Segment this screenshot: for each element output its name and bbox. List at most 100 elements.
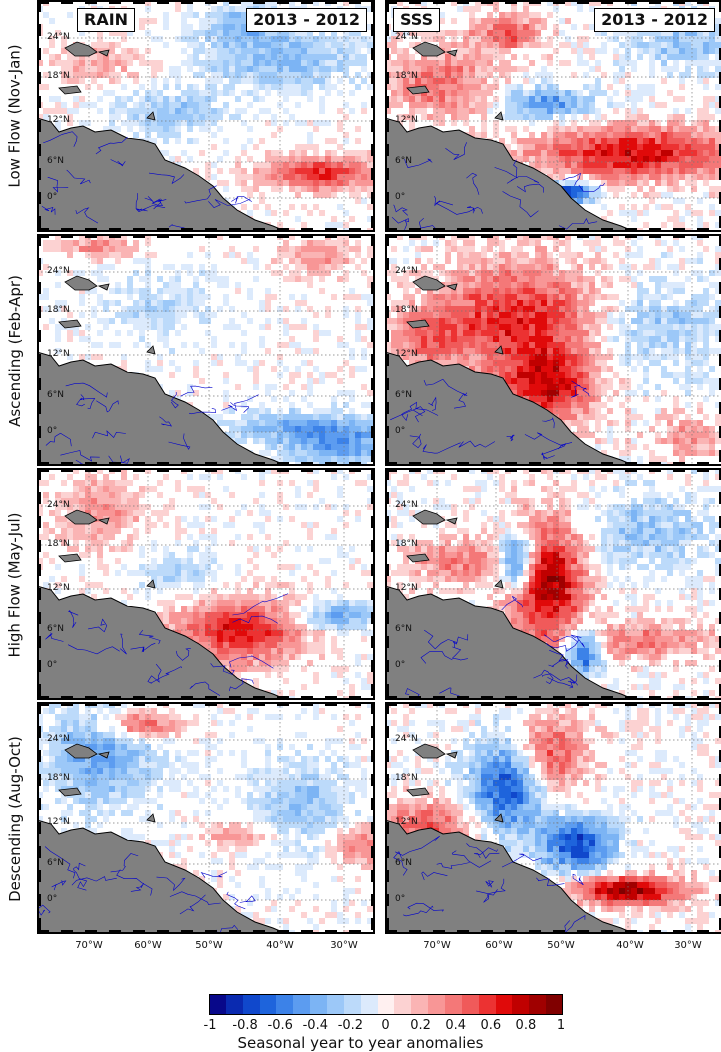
frame-checker — [529, 0, 541, 4]
frame-checker — [409, 702, 421, 706]
frame-checker — [371, 426, 375, 438]
frame-checker — [577, 228, 589, 232]
frame-checker — [301, 696, 313, 700]
frame-checker — [385, 402, 389, 414]
frame-checker — [553, 234, 565, 238]
lat-label: 12°N — [395, 349, 418, 359]
frame-checker — [37, 234, 41, 246]
lat-label: 12°N — [395, 115, 418, 125]
frame-checker — [673, 228, 685, 232]
colorbar-swatch — [394, 994, 411, 1015]
frame-checker — [371, 402, 375, 414]
frame-checker — [37, 468, 41, 480]
frame-checker — [253, 0, 265, 4]
frame-checker — [673, 702, 685, 706]
frame-checker — [37, 930, 49, 934]
frame-checker — [385, 918, 389, 930]
frame-checker — [385, 120, 389, 132]
frame-checker — [433, 930, 445, 934]
frame-checker — [481, 462, 493, 466]
frame-checker — [371, 120, 375, 132]
frame-checker — [373, 696, 375, 700]
frame-checker — [37, 24, 41, 36]
frame-checker — [697, 462, 709, 466]
frame-checker — [371, 564, 375, 576]
frame-checker — [577, 696, 589, 700]
row-label-low-flow: Low Flow (Nov-Jan) — [0, 0, 30, 232]
frame-checker — [109, 696, 121, 700]
frame-checker — [457, 702, 469, 706]
frame-checker — [229, 930, 241, 934]
colorbar-swatch — [293, 994, 310, 1015]
frame-checker — [505, 468, 517, 472]
frame-checker — [457, 468, 469, 472]
frame-checker — [385, 564, 389, 576]
frame-checker — [601, 696, 613, 700]
frame-checker — [529, 930, 541, 934]
frame-checker — [37, 402, 41, 414]
colorbar-swatch — [226, 994, 243, 1015]
frame-checker — [385, 354, 389, 366]
frame-checker — [181, 696, 193, 700]
frame-checker — [157, 702, 169, 706]
frame-checker — [371, 96, 375, 108]
frame-checker — [371, 798, 375, 810]
colorbar-swatch — [243, 994, 260, 1015]
frame-checker — [481, 930, 493, 934]
colorbar-tick-label: -0.2 — [338, 1018, 363, 1033]
frame-checker — [325, 228, 337, 232]
frame-checker — [61, 234, 73, 238]
frame-checker — [385, 426, 389, 438]
frame-checker — [409, 228, 421, 232]
frame-checker — [385, 930, 397, 934]
frame-checker — [385, 234, 389, 246]
colorbar-title: Seasonal year to year anomalies — [0, 1034, 721, 1052]
frame-checker — [601, 462, 613, 466]
lat-label: 24°N — [47, 32, 70, 42]
frame-checker — [409, 468, 421, 472]
frame-checker — [529, 228, 541, 232]
frame-checker — [385, 492, 389, 504]
frame-checker — [553, 462, 565, 466]
lat-label: 24°N — [395, 266, 418, 276]
frame-checker — [277, 228, 289, 232]
lat-label: 0° — [47, 894, 57, 904]
frame-checker — [37, 726, 41, 738]
frame-checker — [349, 462, 361, 466]
frame-checker — [371, 492, 375, 504]
frame-checker — [385, 468, 389, 480]
frame-checker — [37, 636, 41, 648]
colorbar-swatch — [496, 994, 513, 1015]
frame-checker — [85, 930, 97, 934]
lat-label: 6°N — [47, 390, 64, 400]
lon-label-50w-right: 50°W — [547, 940, 575, 951]
frame-checker — [371, 702, 375, 714]
frame-checker — [157, 930, 169, 934]
map-canvas — [37, 468, 375, 700]
colorbar-swatch — [428, 994, 445, 1015]
frame-checker — [277, 0, 289, 4]
frame-checker — [349, 0, 361, 4]
frame-checker — [205, 468, 217, 472]
frame-checker — [181, 462, 193, 466]
frame-checker — [673, 0, 685, 4]
colorbar-swatch — [260, 994, 277, 1015]
lat-label: 18°N — [47, 539, 70, 549]
frame-checker — [37, 684, 41, 696]
frame-checker — [385, 228, 397, 232]
frame-checker — [277, 702, 289, 706]
lat-label: 24°N — [47, 266, 70, 276]
colorbar-tick-label: 0 — [381, 1018, 389, 1033]
frame-checker — [109, 468, 121, 472]
lon-label-50w-left: 50°W — [195, 940, 223, 951]
frame-checker — [37, 822, 41, 834]
frame-checker — [229, 696, 241, 700]
colorbar — [209, 994, 563, 1015]
frame-checker — [37, 144, 41, 156]
frame-checker — [553, 468, 565, 472]
frame-checker — [385, 144, 389, 156]
frame-checker — [37, 282, 41, 294]
